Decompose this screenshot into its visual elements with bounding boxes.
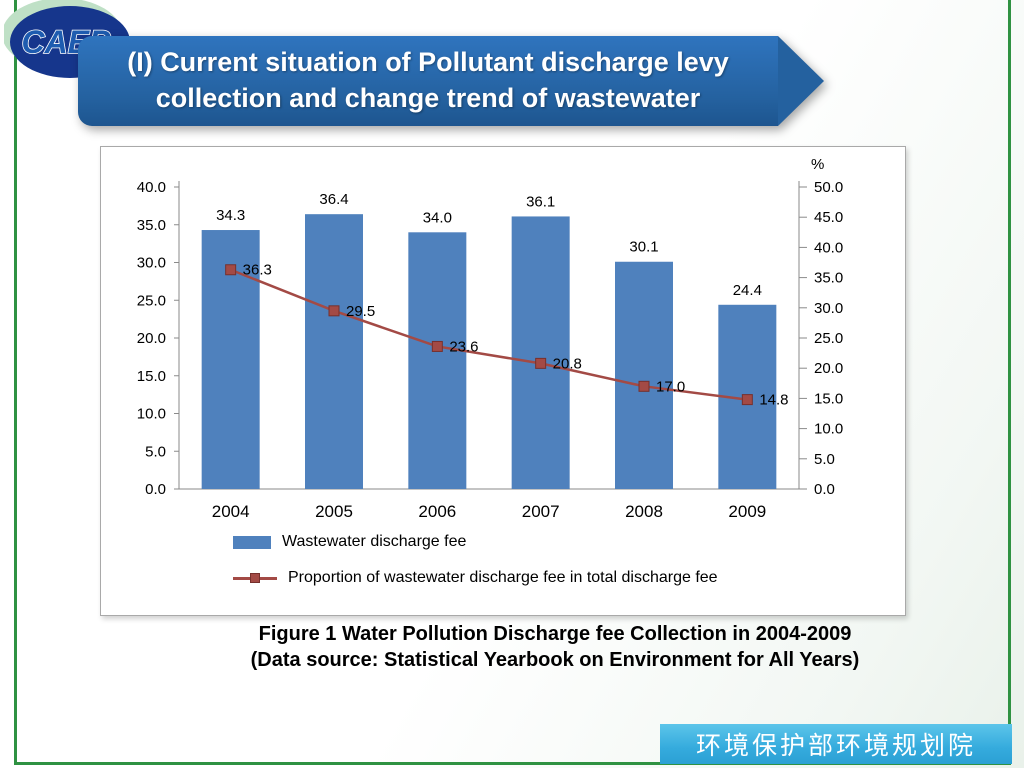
left-axis-tick-label: 35.0 xyxy=(137,217,166,234)
bar-value-label: 30.1 xyxy=(629,239,658,256)
bar xyxy=(511,216,570,489)
legend-label-bar: Wastewater discharge fee xyxy=(282,533,467,550)
slide-title-line1: (I) Current situation of Pollutant disch… xyxy=(127,47,729,78)
slide-border-frame xyxy=(14,0,1011,765)
right-axis-tick-label: 30.0 xyxy=(814,300,843,317)
title-banner-body: (I) Current situation of Pollutant disch… xyxy=(78,36,778,126)
footer-org-name: 环境保护部环境规划院 xyxy=(695,731,976,760)
banner-arrow xyxy=(778,36,824,126)
line-value-label: 14.8 xyxy=(759,392,788,409)
left-axis-tick-label: 10.0 xyxy=(137,406,166,423)
left-axis-tick-label: 5.0 xyxy=(145,443,166,460)
bar xyxy=(408,232,467,490)
line-marker xyxy=(431,340,443,352)
left-axis-tick-label: 15.0 xyxy=(137,368,166,385)
right-axis-tick-label: 45.0 xyxy=(814,209,843,226)
left-axis-tick-label: 25.0 xyxy=(137,292,166,309)
left-axis-tick-label: 30.0 xyxy=(137,255,166,272)
line-value-label: 17.0 xyxy=(656,378,685,395)
figure-caption: Figure 1 Water Pollution Discharge fee C… xyxy=(150,621,960,673)
x-axis-label: 2007 xyxy=(522,502,560,521)
bar-value-label: 24.4 xyxy=(733,282,762,299)
line-marker xyxy=(638,380,650,392)
legend-item-bar: Wastewater discharge fee xyxy=(233,533,718,551)
right-axis-tick-label: 10.0 xyxy=(814,421,843,438)
line-series-marker xyxy=(250,572,260,583)
line-marker xyxy=(328,305,340,317)
right-axis-unit-label: % xyxy=(811,156,824,173)
line-value-label: 29.5 xyxy=(346,303,375,320)
bar-value-label: 34.3 xyxy=(216,207,245,224)
right-axis-tick-label: 35.0 xyxy=(814,270,843,287)
caption-line1: Figure 1 Water Pollution Discharge fee C… xyxy=(258,623,852,645)
right-axis-tick-label: 15.0 xyxy=(814,390,843,407)
line-marker xyxy=(535,357,547,369)
bar xyxy=(305,214,363,489)
right-axis-tick-label: 50.0 xyxy=(814,179,843,196)
right-axis-tick-label: 40.0 xyxy=(814,239,843,256)
bar-value-label: 36.1 xyxy=(526,193,555,210)
x-axis-label: 2004 xyxy=(212,502,250,521)
right-axis-tick-label: 5.0 xyxy=(814,451,835,468)
bar xyxy=(615,261,673,489)
bar-line-chart: 0.0 5.0 10.0 15.0 20.0 25.0 30.0 35.0 40.0 0.0 5.0… xyxy=(137,156,843,521)
line-value-label: 20.8 xyxy=(553,355,582,372)
bar-value-label: 36.4 xyxy=(319,191,348,208)
line-value-label: 36.3 xyxy=(243,262,272,279)
left-axis-tick-label: 20.0 xyxy=(137,330,166,347)
chart-legend: Wastewater discharge fee Proportion of w… xyxy=(233,533,718,587)
line-series-swatch xyxy=(233,572,277,583)
right-axis-tick-label: 25.0 xyxy=(814,330,843,347)
caption-line2: (Data source: Statistical Yearbook on En… xyxy=(250,649,860,671)
slide-title-line2: collection and change trend of wastewate… xyxy=(155,83,701,113)
legend-label-line: Proportion of wastewater discharge fee i… xyxy=(288,569,718,586)
left-axis-tick-label: 0.0 xyxy=(145,481,166,498)
x-axis-label: 2006 xyxy=(418,502,456,521)
left-axis-tick-label: 40.0 xyxy=(137,179,166,196)
chart-panel: 0.0 5.0 10.0 15.0 20.0 25.0 30.0 35.0 40.0 0.0 5.0… xyxy=(100,146,906,616)
right-axis-tick-label: 0.0 xyxy=(814,481,835,498)
line-marker xyxy=(741,394,753,406)
right-axis-tick-label: 20.0 xyxy=(814,360,843,377)
line-series xyxy=(230,268,748,401)
bar-series-swatch xyxy=(233,535,271,549)
footer-banner: 环境保护部环境规划院 xyxy=(660,724,1012,764)
line-marker xyxy=(225,264,237,276)
title-banner: (I) Current situation of Pollutant disch… xyxy=(78,36,824,126)
bar-value-label: 34.0 xyxy=(423,209,452,226)
legend-item-line: Proportion of wastewater discharge fee i… xyxy=(233,569,718,587)
x-axis-label: 2009 xyxy=(728,502,766,521)
x-axis-label: 2008 xyxy=(625,502,663,521)
line-value-label: 23.6 xyxy=(449,338,478,355)
x-axis-label: 2005 xyxy=(315,502,353,521)
